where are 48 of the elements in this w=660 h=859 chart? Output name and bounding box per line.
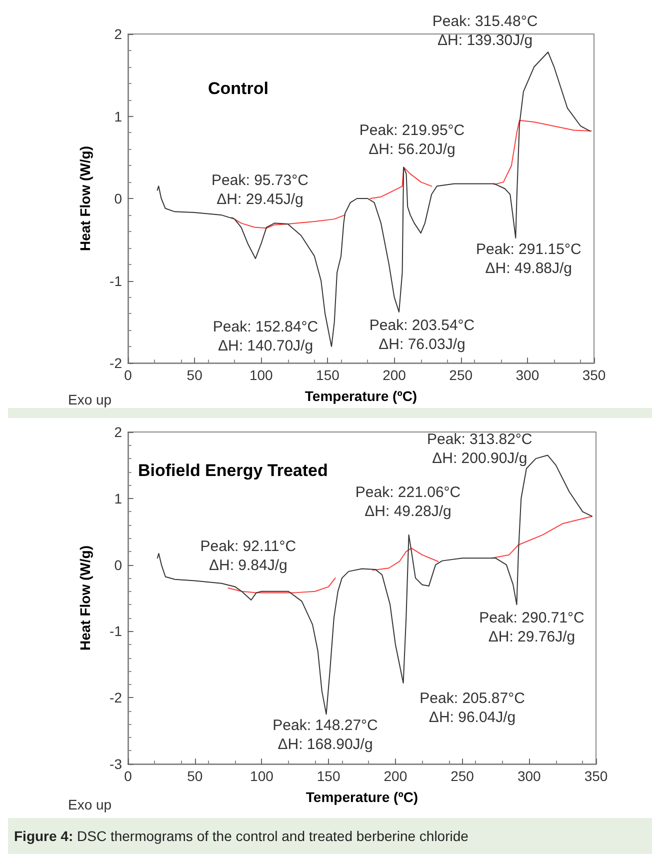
caption: Figure 4: DSC thermograms of the control and treated berberine chloride xyxy=(8,818,652,854)
annotation: Peak: 205.87°C ΔH: 96.04J/g xyxy=(420,690,526,726)
annotation: Peak: 313.82°C ΔH: 200.90J/g xyxy=(427,431,532,468)
y-tick-label: 0 xyxy=(114,556,122,573)
text: Biofield Energy Treated xyxy=(138,461,328,480)
x-axis-title: Temperature (ºC) xyxy=(306,789,418,805)
x-tick-label: 200 xyxy=(382,367,406,383)
y-tick-label: -2 xyxy=(110,690,122,706)
y-tick-label: -1 xyxy=(110,623,122,640)
x-tick-label: 150 xyxy=(316,367,340,383)
x-tick-label: 100 xyxy=(250,768,274,784)
x-tick-label: 200 xyxy=(384,768,408,784)
annotation: Peak: 315.48°C ΔH: 139.30J/g xyxy=(432,13,538,50)
annotation: Peak: 95.73°C ΔH: 29.45J/g xyxy=(212,172,309,208)
y-tick-label: 2 xyxy=(114,424,122,440)
x-tick-label: 300 xyxy=(517,768,542,784)
annotation: Peak: 291.15°C ΔH: 49.88J/g xyxy=(476,240,582,277)
text: Exo up xyxy=(68,392,112,408)
annotation: Peak: 221.06°C ΔH: 49.28J/g xyxy=(355,484,461,520)
y-tick-label: 1 xyxy=(114,490,122,506)
annotation: Peak: 219.95°C ΔH: 56.20J/g xyxy=(359,122,465,158)
y-tick-label: -2 xyxy=(110,355,122,371)
y-tick-label: 2 xyxy=(114,26,122,42)
x-tick-label: 350 xyxy=(584,768,608,784)
y-tick-label: -3 xyxy=(110,756,122,772)
x-tick-label: 250 xyxy=(450,768,474,784)
annotation: Peak: 290.71°C ΔH: 29.76J/g xyxy=(479,610,585,646)
x-tick-label: 100 xyxy=(249,367,274,383)
x-tick-label: 0 xyxy=(124,768,132,784)
annotation: Peak: 203.54°C ΔH: 76.03J/g xyxy=(369,317,475,354)
x-tick-label: 150 xyxy=(316,768,340,784)
annotation: Peak: 152.84°C ΔH: 140.70J/g xyxy=(212,318,318,355)
x-tick-label: 350 xyxy=(582,367,606,383)
text: Control xyxy=(208,79,268,98)
y-axis-title: Heat Flow (W/g) xyxy=(77,146,93,251)
x-tick-label: 50 xyxy=(186,367,203,383)
y-tick-label: -1 xyxy=(110,272,122,289)
y-axis-title: Heat Flow (W/g) xyxy=(77,546,93,650)
y-tick-label: 1 xyxy=(114,108,122,124)
annotation: Peak: 148.27°C ΔH: 168.90J/g xyxy=(272,717,378,754)
text: Exo up xyxy=(68,796,112,812)
y-tick-label: 0 xyxy=(114,190,122,206)
x-tick-label: 0 xyxy=(124,367,132,383)
x-tick-label: 50 xyxy=(187,768,203,784)
x-tick-label: 250 xyxy=(449,367,473,383)
x-tick-label: 300 xyxy=(516,367,540,383)
x-axis-title: Temperature (ºC) xyxy=(304,388,418,404)
annotation: Peak: 92.11°C ΔH: 9.84J/g xyxy=(200,538,296,574)
